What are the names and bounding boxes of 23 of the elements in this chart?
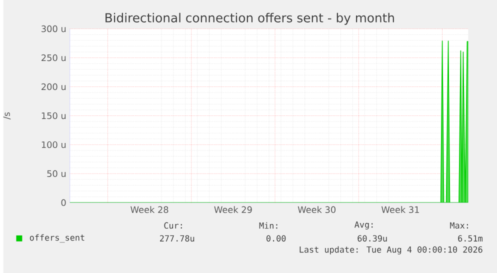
legend-label: offers_sent xyxy=(30,234,84,243)
chart-title: Bidirectional connection offers sent - by month xyxy=(106,12,394,25)
text: Last update: Tue Aug 4 00:00:10 2026 xyxy=(300,246,482,254)
x-tick-label: Week 31 xyxy=(381,206,419,213)
x-tick-label: Week 28 xyxy=(130,206,168,213)
text: 6.51m xyxy=(458,235,482,242)
y-axis-title: /s xyxy=(3,112,11,120)
text: Min: xyxy=(259,222,278,229)
y-tick-label: 300 u xyxy=(42,25,66,32)
y-tick-label: 0 xyxy=(61,199,66,206)
text: Max: xyxy=(450,222,468,229)
text: Cur: xyxy=(164,222,182,229)
y-tick-label: 250 u xyxy=(42,54,66,62)
y-tick-label: 200 u xyxy=(42,83,66,90)
text: 60.39u xyxy=(358,235,387,242)
text: 0.00 xyxy=(266,235,286,242)
x-tick-label: Week 30 xyxy=(298,206,336,213)
text: 277.78u xyxy=(160,235,194,242)
y-tick-label: 50 u xyxy=(47,170,66,177)
y-tick-label: 150 u xyxy=(42,112,66,120)
text: Avg: xyxy=(354,221,373,230)
x-tick-label: Week 29 xyxy=(214,206,252,213)
y-tick-label: 100 u xyxy=(42,141,66,148)
